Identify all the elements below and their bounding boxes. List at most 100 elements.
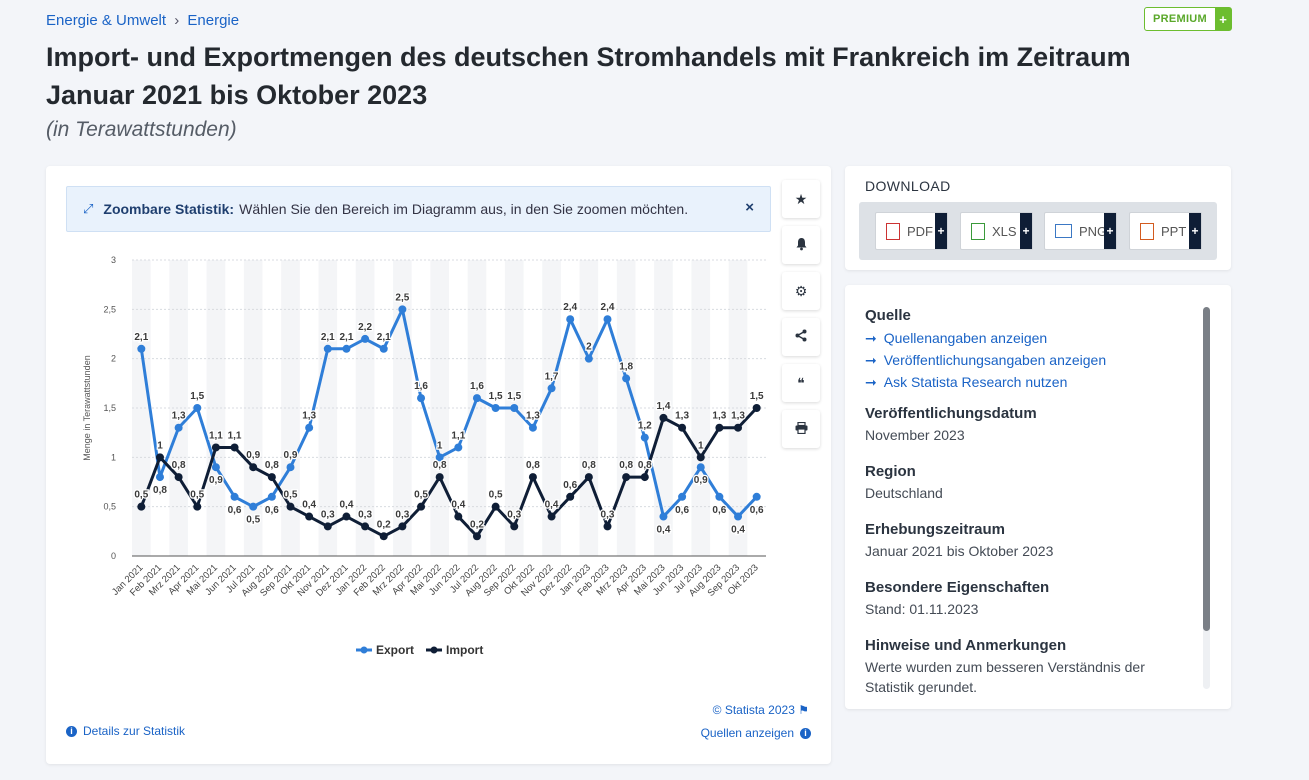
data-label-import: 0,5 (190, 490, 204, 501)
legend-label-export: Export (376, 643, 414, 657)
zoom-banner-text: Wählen Sie den Bereich im Diagramm aus, … (239, 201, 689, 217)
source-link-veroeffentlichungsangaben[interactable]: ➞ Veröffentlichungsangaben anzeigen (865, 349, 1185, 371)
download-png-button[interactable]: PNG + (1044, 212, 1117, 250)
breadcrumb-separator: › (174, 12, 180, 29)
data-label-import: 0,8 (582, 460, 596, 471)
cite-button[interactable]: ❝ (782, 364, 820, 402)
info-icon: i (66, 725, 77, 737)
breadcrumb-link-energie[interactable]: Energie (187, 12, 240, 29)
print-button[interactable] (782, 410, 820, 448)
plus-icon: + (1189, 213, 1201, 249)
y-tick-label: 0,5 (103, 502, 116, 512)
favorite-button[interactable]: ★ (782, 180, 820, 218)
data-label-import: 1,5 (750, 391, 764, 402)
data-label-import: 0,2 (377, 519, 391, 530)
details-link[interactable]: i Details zur Statistik (66, 724, 185, 738)
info-label-region: Region (865, 463, 916, 480)
data-point-export (305, 423, 314, 432)
download-title: DOWNLOAD (865, 178, 951, 194)
zoom-banner-title: Zoombare Statistik: (103, 201, 235, 217)
data-label-export: 0,6 (228, 505, 242, 516)
data-label-import: 1,3 (712, 411, 726, 422)
info-value-veroeffentlichungsdatum: November 2023 (865, 427, 965, 443)
info-scrollbar[interactable] (1203, 307, 1210, 689)
info-label-erhebungszeitraum: Erhebungszeitraum (865, 521, 1006, 538)
plus-icon: + (1020, 213, 1032, 249)
data-label-import: 0,8 (619, 460, 633, 471)
data-point-import (417, 502, 426, 511)
data-label-import: 0,3 (321, 509, 335, 520)
data-point-export (286, 463, 295, 472)
data-point-import (379, 532, 388, 541)
copyright[interactable]: © Statista 2023 ⚑ (713, 703, 809, 717)
data-point-export (155, 473, 164, 482)
data-point-import (398, 522, 407, 531)
info-content: Quelle ➞ Quellenangaben anzeigen ➞ Veröffe… (865, 307, 1185, 709)
arrow-right-icon: ➞ (865, 330, 877, 346)
y-axis-label: Menge in Terawattstunden (82, 355, 92, 460)
data-point-import (659, 413, 668, 422)
data-label-import: 0,5 (134, 490, 148, 501)
data-label-export: 1,5 (507, 391, 521, 402)
source-heading: Quelle (865, 307, 911, 324)
data-point-import (323, 522, 332, 531)
data-label-export: 2,5 (395, 292, 409, 303)
data-point-import (510, 522, 519, 531)
data-point-export (752, 492, 761, 501)
source-link-quellenangaben[interactable]: ➞ Quellenangaben anzeigen (865, 327, 1185, 349)
data-point-export (622, 374, 631, 383)
source-link-label: Quellenangaben anzeigen (883, 330, 1048, 346)
sources-link[interactable]: Quellen anzeigen i (701, 726, 811, 740)
plus-icon: + (1104, 213, 1116, 249)
data-point-import (696, 453, 705, 462)
plus-icon: + (935, 213, 947, 249)
settings-button[interactable]: ⚙ (782, 272, 820, 310)
data-point-export (510, 404, 519, 412)
data-point-import (528, 473, 537, 482)
data-point-export (528, 423, 537, 432)
close-icon[interactable]: × (745, 199, 754, 216)
data-label-export: 2,2 (358, 322, 372, 333)
data-label-import: 1,4 (656, 401, 670, 412)
download-xls-button[interactable]: XLS + (960, 212, 1033, 250)
data-point-export (435, 453, 444, 462)
data-label-import: 1,3 (675, 411, 689, 422)
data-label-import: 0,8 (265, 460, 279, 471)
data-point-import (305, 512, 314, 521)
data-point-export (696, 463, 705, 472)
data-label-export: 0,8 (153, 485, 167, 496)
data-point-export (249, 502, 258, 511)
data-label-export: 2,4 (563, 302, 577, 313)
data-point-import (230, 443, 239, 452)
data-label-import: 0,8 (526, 460, 540, 471)
data-point-export (547, 384, 556, 393)
breadcrumb-link-energie-umwelt[interactable]: Energie & Umwelt (46, 12, 167, 29)
notification-button[interactable] (782, 226, 820, 264)
data-label-import: 0,8 (433, 460, 447, 471)
legend-marker-export (360, 646, 368, 654)
data-label-import: 0,8 (172, 460, 186, 471)
data-point-import (211, 443, 220, 452)
data-point-import (640, 473, 649, 482)
share-button[interactable] (782, 318, 820, 356)
data-point-import (678, 423, 687, 432)
data-label-import: 1 (698, 440, 704, 451)
scrollbar-thumb[interactable] (1203, 307, 1210, 631)
source-link-ask-statista[interactable]: ➞ Ask Statista Research nutzen (865, 371, 1185, 393)
zoom-banner: ⤢ Zoombare Statistik: Wählen Sie den Ber… (66, 186, 771, 232)
data-point-export (472, 394, 481, 403)
copyright-label: © Statista 2023 (712, 703, 795, 717)
download-pdf-button[interactable]: PDF + (875, 212, 948, 250)
data-point-export (211, 463, 220, 472)
data-point-import (734, 423, 743, 432)
data-point-import (622, 473, 631, 482)
data-point-export (342, 344, 351, 353)
source-link-label: Ask Statista Research nutzen (883, 374, 1068, 390)
y-tick-label: 2 (111, 354, 116, 364)
data-point-export (398, 305, 407, 314)
data-label-export: 2,1 (134, 332, 148, 343)
download-ppt-button[interactable]: PPT + (1129, 212, 1202, 250)
premium-badge[interactable]: PREMIUM + (1144, 7, 1232, 31)
page-subtitle: (in Terawattstunden) (46, 118, 237, 141)
